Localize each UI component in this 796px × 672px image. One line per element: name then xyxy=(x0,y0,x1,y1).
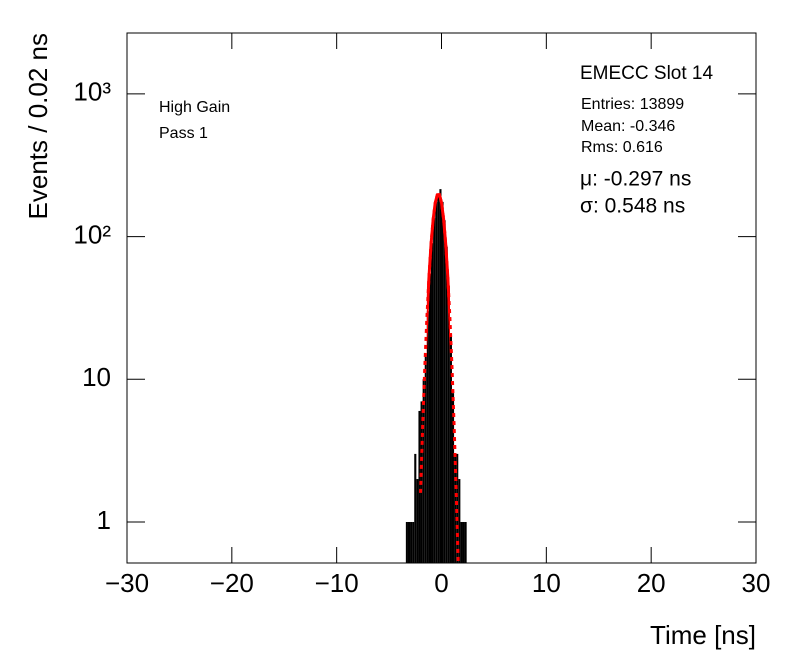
bar xyxy=(418,410,421,563)
y-tick-label: 10 xyxy=(82,362,111,392)
bar xyxy=(462,521,465,563)
bar xyxy=(414,453,417,563)
bar xyxy=(407,521,411,563)
x-tick-label: −20 xyxy=(210,568,254,598)
fit xyxy=(419,192,460,563)
fit-curve-solid xyxy=(426,192,450,355)
histogram xyxy=(405,189,467,563)
bar xyxy=(454,453,457,563)
x-tick-label: −30 xyxy=(105,568,149,598)
bar xyxy=(431,243,434,563)
fit-param: μ: -0.297 ns xyxy=(580,168,691,191)
annotation: Pass 1 xyxy=(159,125,208,142)
bar xyxy=(456,453,459,563)
bar xyxy=(426,311,429,563)
bar xyxy=(435,201,438,563)
x-tick-label: 0 xyxy=(434,568,448,598)
bar xyxy=(447,286,450,563)
bar xyxy=(412,521,415,563)
x-tick-label: 30 xyxy=(742,568,771,598)
bar xyxy=(416,479,419,563)
bar xyxy=(437,193,440,563)
y-axis-label: Events / 0.02 ns xyxy=(23,33,53,219)
bar xyxy=(410,521,413,563)
chart-title: EMECC Slot 14 xyxy=(580,63,713,84)
bar xyxy=(443,220,446,563)
y-tick-label: 10² xyxy=(73,219,111,249)
stat: Mean: -0.346 xyxy=(581,118,675,135)
bar xyxy=(405,521,408,563)
x-tick-label: 10 xyxy=(532,568,561,598)
bar xyxy=(422,379,425,563)
bar xyxy=(460,521,463,563)
bar xyxy=(445,246,448,563)
x-tick-label: 20 xyxy=(637,568,666,598)
bar xyxy=(433,217,436,563)
bar xyxy=(458,479,461,563)
bar xyxy=(451,393,455,563)
x-tick-label: −10 xyxy=(315,568,359,598)
y-tick-label: 1 xyxy=(97,505,111,535)
y-tick-label: 10³ xyxy=(73,77,111,107)
bar xyxy=(464,521,467,563)
bar xyxy=(428,273,432,563)
bar xyxy=(424,354,427,563)
bar xyxy=(441,201,444,563)
stat: Entries: 13899 xyxy=(581,96,684,113)
bar xyxy=(439,189,442,563)
stat: Rms: 0.616 xyxy=(581,139,663,156)
x-axis-label: Time [ns] xyxy=(650,620,756,650)
fit-curve xyxy=(419,192,460,563)
fit-param: σ: 0.548 ns xyxy=(580,195,685,218)
bar xyxy=(449,336,452,563)
annotation: High Gain xyxy=(159,99,230,116)
